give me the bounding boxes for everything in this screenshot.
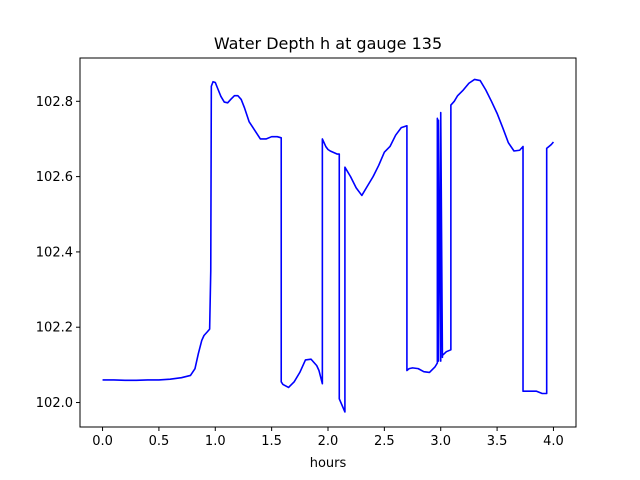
x-tick-label: 0.5 [149, 434, 170, 449]
x-axis-label: hours [310, 456, 347, 471]
x-tick-label: 1.5 [261, 434, 282, 449]
y-axis: 102.0 102.2 102.4 102.6 102.8 [36, 95, 80, 411]
plot-background [80, 58, 576, 427]
x-tick-label: 1.0 [205, 434, 226, 449]
y-tick-label: 102.0 [36, 396, 73, 411]
plot-area [79, 57, 577, 428]
series-line-0 [102, 78, 555, 413]
x-tick-label: 2.5 [374, 434, 395, 449]
x-tick-label: 3.5 [487, 434, 508, 449]
y-tick-label: 102.4 [36, 245, 73, 260]
x-tick-label: 4.0 [543, 434, 564, 449]
y-tick-label: 102.2 [36, 321, 73, 336]
x-axis: 0.0 0.5 1.0 1.5 2.0 2.5 3.0 3.5 4.0 [92, 427, 564, 449]
x-tick-label: 2.0 [318, 434, 339, 449]
series-layer [102, 78, 555, 413]
y-tick-label: 102.8 [36, 95, 73, 110]
x-tick-label: 0.0 [92, 434, 113, 449]
x-tick-label: 3.0 [430, 434, 451, 449]
chart-title: Water Depth h at gauge 135 [214, 34, 442, 53]
y-tick-label: 102.6 [36, 170, 73, 185]
